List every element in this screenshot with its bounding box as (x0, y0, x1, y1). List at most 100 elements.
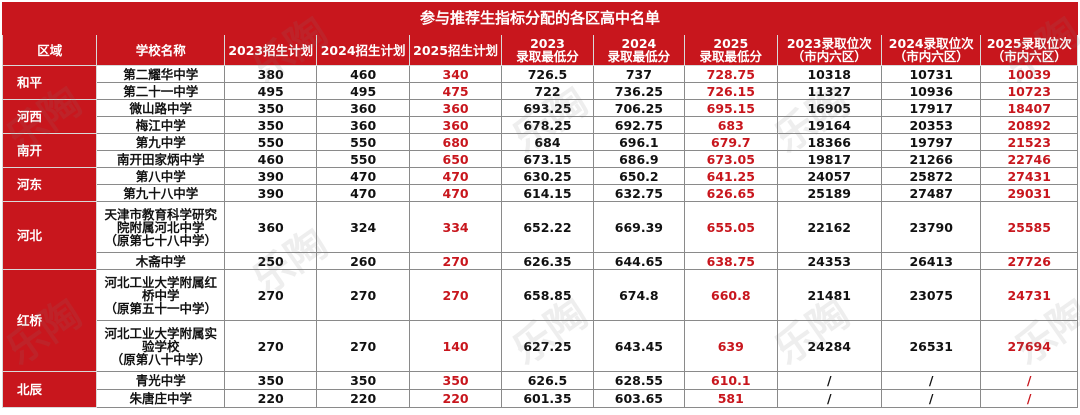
school-name-cell: 梅江中学 (96, 116, 225, 134)
plan-2024-cell: 220 (316, 389, 410, 408)
min-score-2025-cell: 728.75 (684, 65, 778, 83)
school-name-cell: 河北工业大学附属红 桥中学 （原第五十一中学） (96, 269, 225, 321)
table-row: 河西 微山路中学 350 360 360 693.25 706.25 695.15 16905 1… (1, 99, 1078, 134)
header-plan-2023: 2023招生计划 (223, 34, 318, 66)
school-name-cell: 微山路中学 (96, 99, 225, 117)
min-score-2025-cell: 673.05 (684, 150, 778, 168)
school-name-line: 青光中学 (135, 373, 186, 388)
district-cell: 河东 (1, 167, 98, 202)
table-row: 南开 第九中学 550 550 680 684 696.1 679.7 18366 19797 21… (1, 133, 1078, 168)
rank-2023-cell: 19164 (776, 116, 882, 134)
table-row: 河东 第八中学 390 470 470 630.25 650.2 641.25 24057 258… (1, 167, 1078, 202)
school-name-line: 微山路中学 (129, 100, 192, 116)
rank-2023-cell: / (776, 389, 882, 408)
header-min-score-2024: 2024 录取最低分 (592, 34, 686, 66)
header-line: 2024录取位次 (888, 36, 974, 51)
rank-2024-cell: 21266 (880, 150, 982, 168)
rank-2025-cell: 18407 (980, 99, 1078, 117)
plan-2025-cell: 350 (408, 371, 503, 390)
min-score-2023-cell: 722 (501, 82, 594, 100)
rank-2023-cell: 10318 (776, 65, 882, 83)
plan-2024-cell: 495 (316, 82, 410, 100)
school-name-cell: 木斋中学 (96, 252, 225, 270)
rank-2024-cell: / (880, 371, 982, 390)
min-score-2024-cell: 674.8 (592, 269, 686, 321)
school-name-cell: 河北工业大学附属实 验学校 （原第八十中学） (96, 320, 225, 372)
school-name-cell: 第八中学 (96, 167, 225, 185)
min-score-2024-cell: 669.39 (592, 201, 686, 253)
min-score-2023-cell: 614.15 (501, 184, 594, 202)
header-line: 2023 (530, 36, 565, 51)
school-name-cell: 南开田家炳中学 (96, 150, 225, 168)
school-name-line: 河北工业大学附属实 (104, 325, 217, 341)
table-row: 北辰 青光中学 350 350 350 626.5 628.55 610.1// / (1, 371, 1078, 408)
plan-2025-cell: 650 (408, 150, 503, 168)
min-score-2025-cell: 695.15 (684, 99, 778, 117)
min-score-2024-cell: 650.2 (592, 167, 686, 185)
plan-2024-cell: 360 (316, 99, 410, 117)
school-name-cell: 第二十一中学 (96, 82, 225, 100)
table-title: 参与推荐生指标分配的各区高中名单 (2, 2, 1078, 35)
school-name-line: 木斋中学 (135, 253, 186, 269)
rank-2024-cell: / (880, 389, 982, 408)
rank-2023-cell: 24353 (776, 252, 882, 270)
plan-2025-cell: 270 (408, 252, 503, 270)
header-plan-2025: 2025招生计划 (408, 34, 503, 66)
school-name-line: 院附属河北中学 (116, 219, 205, 235)
plan-2024-cell: 460 (316, 65, 410, 83)
plan-2024-cell: 270 (316, 269, 410, 321)
table-row: 河北 天津市教育科学研究 院附属河北中学 （原第七十八中学） 360 324 334 652.… (1, 201, 1078, 270)
plan-2023-cell: 390 (223, 184, 318, 202)
school-name-line: （原第七十八中学） (104, 232, 217, 248)
plan-2023-cell: 350 (223, 116, 318, 134)
plan-2023-cell: 460 (223, 150, 318, 168)
district-cell: 南开 (1, 133, 98, 168)
rank-2025-cell: 29031 (980, 184, 1078, 202)
rank-2024-cell: 27487 (880, 184, 982, 202)
min-score-2023-cell: 627.25 (501, 320, 594, 372)
header-line: 2024 (621, 36, 657, 51)
rank-2025-cell: / (980, 371, 1078, 390)
rank-2024-cell: 26531 (880, 320, 982, 372)
school-name-line: （原第五十一中学） (104, 300, 217, 316)
header-line: 2025 (713, 36, 749, 51)
plan-2025-cell: 270 (408, 269, 503, 321)
min-score-2024-cell: 644.65 (592, 252, 686, 270)
min-score-2024-cell: 696.1 (592, 133, 686, 151)
school-name-line: 第八中学 (135, 168, 186, 184)
school-name-cell: 天津市教育科学研究 院附属河北中学 （原第七十八中学） (96, 201, 225, 253)
min-score-2025-cell: 683 (684, 116, 778, 134)
plan-2024-cell: 550 (316, 150, 410, 168)
plan-2024-cell: 270 (316, 320, 410, 372)
school-name-cell: 第九中学 (96, 133, 225, 151)
plan-2023-cell: 350 (223, 371, 318, 390)
header-rank-2024: 2024录取位次 （市内六区） (880, 34, 982, 66)
min-score-2023-cell: 626.35 (501, 252, 594, 270)
header-min-score-2023: 2023 录取最低分 (501, 34, 594, 66)
rank-2025-cell: 21523 (980, 133, 1078, 151)
school-name-line: 河北工业大学附属红 (104, 274, 217, 290)
rank-2024-cell: 25872 (880, 167, 982, 185)
rank-2024-cell: 20353 (880, 116, 982, 134)
plan-2025-cell: 334 (408, 201, 503, 253)
district-cell: 红桥 (1, 269, 98, 372)
plan-2025-cell: 680 (408, 133, 503, 151)
plan-2024-cell: 550 (316, 133, 410, 151)
min-score-2024-cell: 737 (592, 65, 686, 83)
header-plan-2024: 2024招生计划 (316, 34, 410, 66)
school-name-line: 验学校 (141, 338, 180, 354)
header-line: 2025录取位次 (986, 36, 1072, 51)
rank-2023-cell: / (776, 371, 882, 390)
school-name-line: （原第八十中学） (110, 351, 211, 367)
plan-2023-cell: 360 (223, 201, 318, 253)
table-row: 木斋中学 250 260 270 626.35 644.65 638.75 24353 2641… (3, 252, 1078, 270)
rank-2023-cell: 11327 (776, 82, 882, 100)
rank-2023-cell: 16905 (776, 99, 882, 117)
plan-2025-cell: 470 (408, 167, 503, 185)
school-name-line: 第九十八中学 (123, 185, 199, 201)
plan-2024-cell: 470 (316, 167, 410, 185)
rank-2023-cell: 22162 (776, 201, 882, 253)
table-row: 第九十八中学 390 470 470 614.15 632.75 626.65 25189 27… (3, 184, 1078, 202)
rank-2024-cell: 17917 (880, 99, 982, 117)
district-cell: 和平 (1, 65, 98, 100)
